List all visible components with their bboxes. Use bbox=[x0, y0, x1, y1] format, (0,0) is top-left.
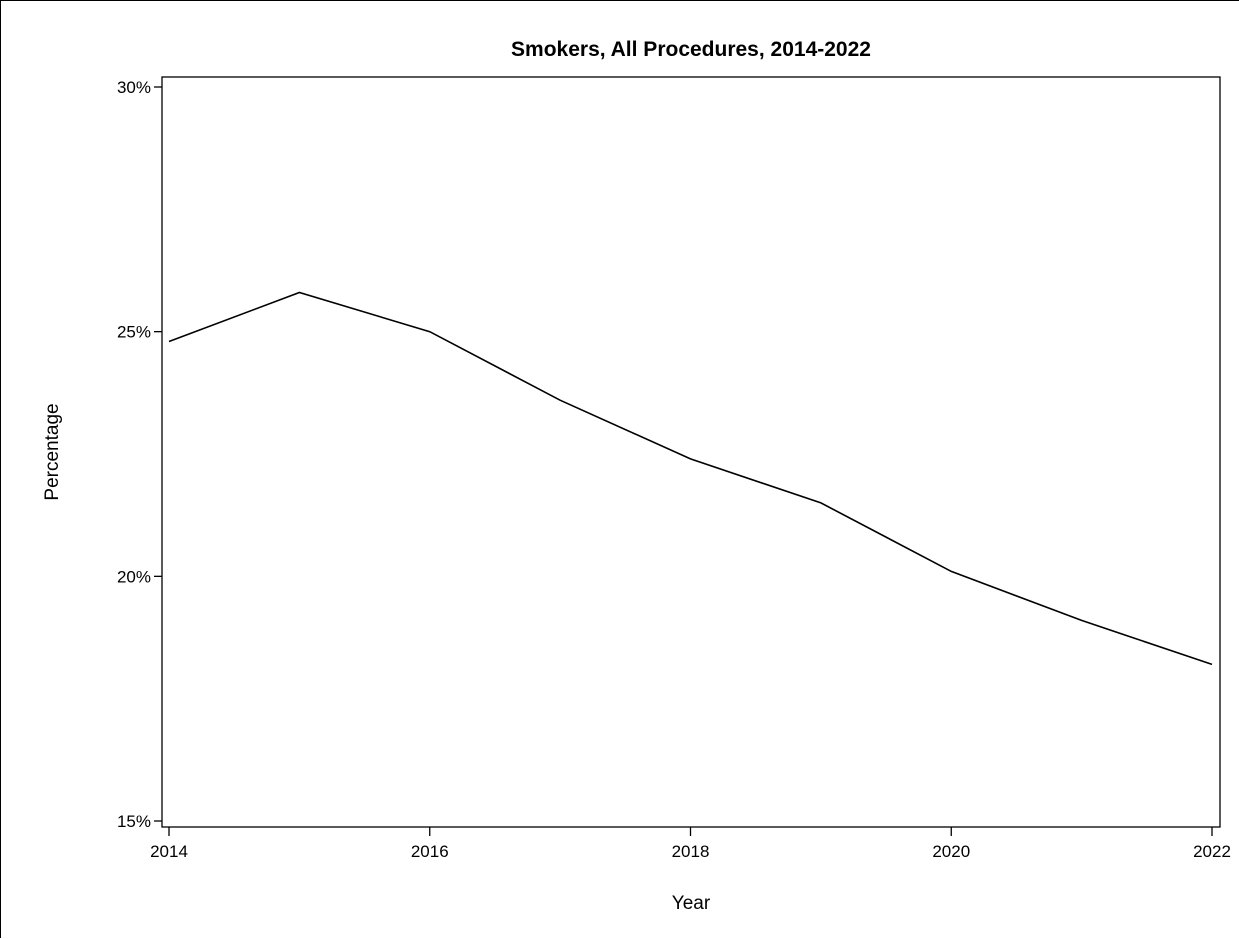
data-points bbox=[167, 291, 1214, 667]
y-tick-label: 30% bbox=[117, 78, 151, 97]
plot-area bbox=[161, 76, 1221, 828]
y-tick-label: 20% bbox=[117, 567, 151, 586]
x-tick-label: 2018 bbox=[672, 842, 710, 861]
series-line bbox=[168, 291, 1213, 666]
y-tick-label: 15% bbox=[117, 812, 151, 831]
x-tick-label: 2022 bbox=[1193, 842, 1231, 861]
x-axis: 2014 2016 2018 2020 2022 bbox=[150, 827, 1231, 861]
x-tick-label: 2016 bbox=[411, 842, 449, 861]
chart-title: Smokers, All Procedures, 2014-2022 bbox=[511, 38, 871, 61]
x-tick-label: 2020 bbox=[932, 842, 970, 861]
y-axis: 15% 20% 25% 30% bbox=[117, 78, 162, 831]
y-tick-label: 25% bbox=[117, 323, 151, 342]
y-axis-label: Percentage bbox=[42, 403, 63, 500]
x-tick-label: 2014 bbox=[150, 842, 188, 861]
x-axis-label: Year bbox=[672, 893, 711, 914]
